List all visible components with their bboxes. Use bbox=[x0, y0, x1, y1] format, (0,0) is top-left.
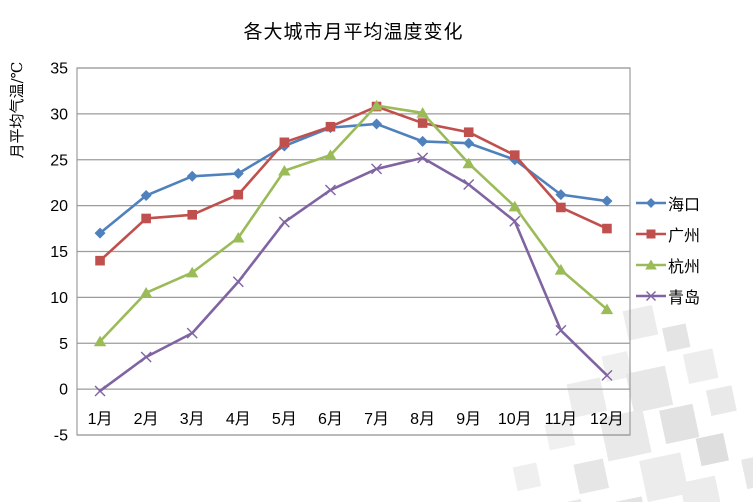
data-point-海口 bbox=[463, 137, 475, 149]
x-tick-label: 6月 bbox=[318, 411, 343, 428]
legend-item-杭州: 杭州 bbox=[636, 249, 700, 280]
y-tick-label: 35 bbox=[50, 61, 68, 78]
y-tick-label: -5 bbox=[54, 428, 68, 445]
x-tick-label: 8月 bbox=[410, 411, 435, 428]
data-point-海口 bbox=[555, 189, 567, 201]
y-tick-label: 30 bbox=[50, 106, 68, 123]
x-tick-label: 7月 bbox=[364, 411, 389, 428]
data-point-广州 bbox=[279, 137, 290, 148]
data-point-广州 bbox=[509, 150, 520, 160]
data-point-青岛 bbox=[140, 351, 152, 363]
legend-marker-x-icon bbox=[636, 290, 666, 301]
data-point-杭州 bbox=[370, 99, 383, 111]
legend-label: 杭州 bbox=[668, 256, 701, 276]
data-point-杭州 bbox=[462, 157, 475, 169]
data-point-杭州 bbox=[186, 266, 199, 278]
legend-label: 海口 bbox=[668, 194, 701, 214]
legend-marker-triangle-icon bbox=[636, 259, 666, 269]
x-tick-label: 9月 bbox=[456, 411, 481, 428]
data-point-广州 bbox=[556, 202, 566, 213]
data-point-青岛 bbox=[601, 369, 613, 381]
data-point-杭州 bbox=[554, 264, 568, 275]
data-point-海口 bbox=[140, 190, 152, 202]
y-tick-label: 10 bbox=[50, 290, 68, 307]
data-point-青岛 bbox=[555, 324, 567, 336]
data-point-青岛 bbox=[186, 327, 198, 339]
legend-marker-diamond-icon bbox=[636, 197, 666, 208]
data-point-青岛 bbox=[324, 184, 336, 196]
data-point-杭州 bbox=[93, 335, 107, 347]
data-point-海口 bbox=[601, 195, 613, 207]
y-tick-label: 15 bbox=[50, 244, 68, 261]
data-point-广州 bbox=[141, 213, 151, 224]
data-point-广州 bbox=[233, 189, 244, 200]
data-point-青岛 bbox=[417, 152, 429, 164]
data-point-青岛 bbox=[278, 216, 290, 228]
data-point-广州 bbox=[325, 121, 336, 132]
legend: 海口 广州 杭州 青岛 bbox=[636, 187, 700, 311]
legend-label: 青岛 bbox=[668, 287, 701, 307]
data-point-广州 bbox=[95, 255, 105, 266]
x-tick-label: 2月 bbox=[134, 411, 159, 428]
data-point-青岛 bbox=[509, 215, 521, 227]
x-tick-label: 11月 bbox=[545, 411, 578, 428]
data-point-广州 bbox=[602, 223, 612, 234]
legend-item-海口: 海口 bbox=[636, 187, 700, 218]
data-point-杭州 bbox=[508, 200, 521, 212]
chart-title: 各大城市月平均温度变化 bbox=[243, 21, 464, 43]
data-point-海口 bbox=[371, 118, 383, 130]
y-tick-label: 5 bbox=[59, 336, 68, 353]
plot-border bbox=[76, 67, 631, 436]
x-tick-label: 12月 bbox=[590, 411, 624, 428]
data-point-杭州 bbox=[139, 286, 153, 298]
data-point-海口 bbox=[94, 227, 106, 239]
legend-item-青岛: 青岛 bbox=[636, 280, 700, 311]
series-line-青岛 bbox=[98, 156, 609, 393]
y-tick-label: 25 bbox=[50, 152, 68, 169]
data-point-杭州 bbox=[278, 164, 291, 176]
data-point-杭州 bbox=[324, 149, 337, 160]
data-point-海口 bbox=[186, 170, 198, 182]
data-point-青岛 bbox=[232, 276, 244, 288]
data-point-杭州 bbox=[416, 107, 429, 118]
y-tick-label: 0 bbox=[59, 382, 68, 399]
data-point-广州 bbox=[187, 210, 198, 220]
legend-item-广州: 广州 bbox=[636, 218, 700, 249]
data-point-广州 bbox=[417, 118, 428, 128]
y-tick-label: 20 bbox=[50, 198, 68, 215]
legend-marker-square-icon bbox=[636, 229, 666, 238]
x-tick-label: 4月 bbox=[226, 411, 251, 428]
x-tick-label: 1月 bbox=[88, 411, 113, 428]
data-point-海口 bbox=[232, 168, 244, 180]
y-axis-title: 月平均气温/℃ bbox=[8, 61, 26, 159]
data-point-青岛 bbox=[371, 163, 383, 175]
legend-label: 广州 bbox=[668, 225, 701, 245]
data-point-杭州 bbox=[600, 303, 614, 315]
x-tick-label: 5月 bbox=[272, 411, 297, 428]
series-line-杭州 bbox=[98, 104, 609, 343]
series-line-广州 bbox=[98, 105, 609, 262]
data-point-杭州 bbox=[232, 231, 245, 243]
data-point-海口 bbox=[417, 135, 429, 147]
x-tick-label: 10月 bbox=[498, 411, 532, 428]
data-point-广州 bbox=[463, 127, 474, 138]
data-point-青岛 bbox=[463, 179, 475, 191]
x-tick-label: 3月 bbox=[180, 411, 205, 428]
data-point-青岛 bbox=[94, 385, 106, 397]
